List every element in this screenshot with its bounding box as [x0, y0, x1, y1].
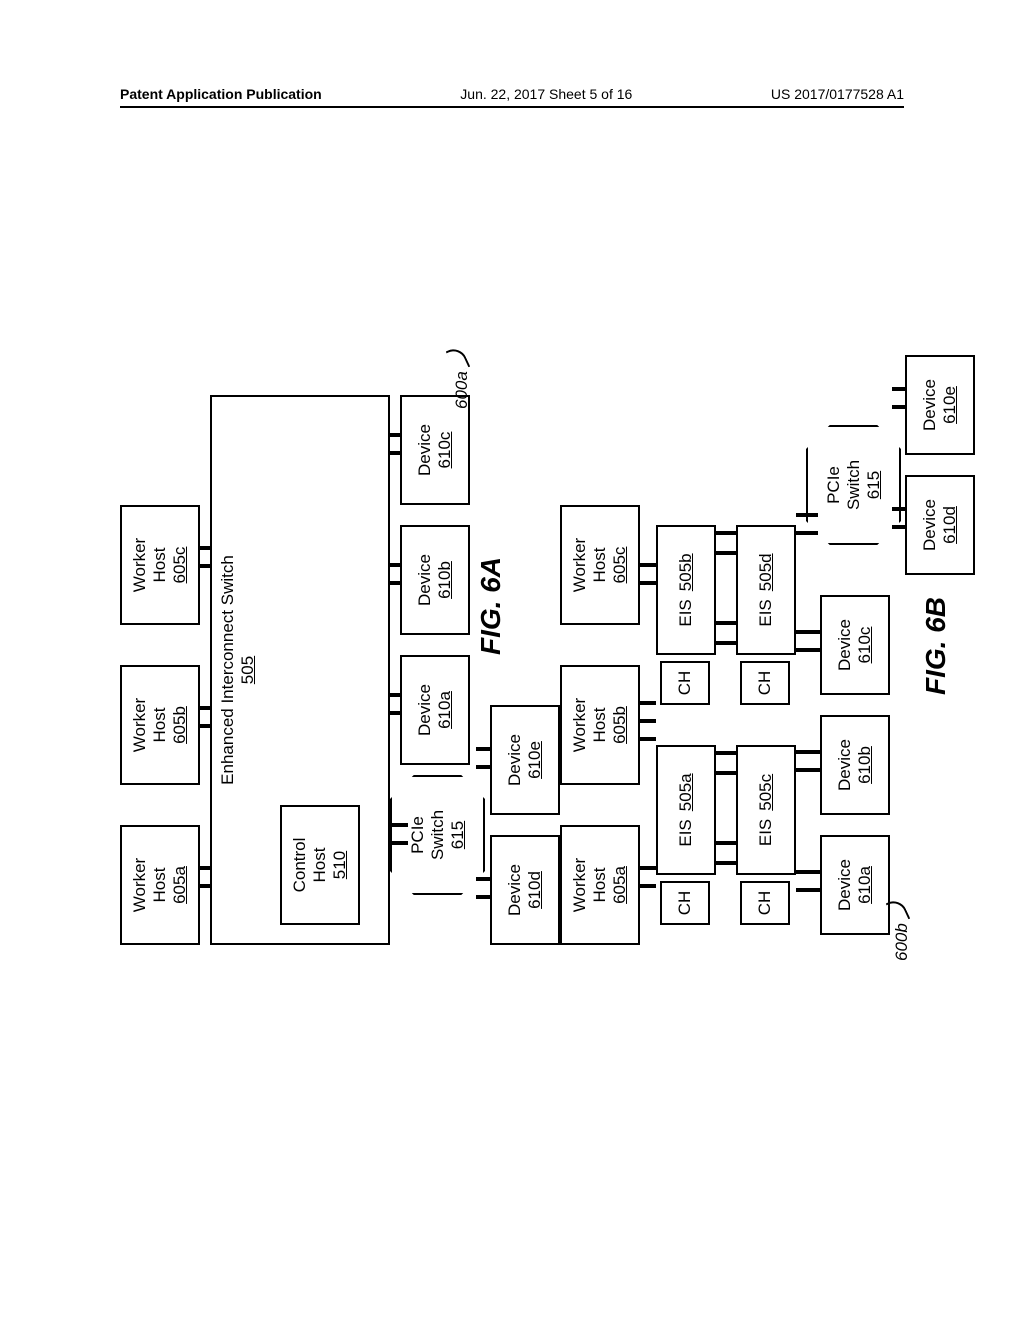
fig-6b-label: FIG. 6B — [920, 597, 952, 695]
device-0: Device610a — [820, 835, 890, 935]
connector-line — [390, 433, 400, 437]
fig-6a: Worker Host605a Worker Host605b Worker Hos… — [110, 175, 490, 955]
connector-line — [640, 866, 656, 870]
connector-line — [640, 884, 656, 888]
fig-6a-label: FIG. 6A — [475, 557, 507, 655]
worker-host-2: Worker Host605c — [560, 505, 640, 625]
device-2: Device610c — [820, 595, 890, 695]
header-right: US 2017/0177528 A1 — [771, 86, 904, 102]
connector-line — [716, 861, 736, 865]
connector-line — [476, 895, 490, 899]
connector-line — [796, 768, 820, 772]
connector-line — [892, 405, 905, 409]
connector-line — [640, 737, 656, 741]
fig-6a-callout: 600a — [452, 371, 472, 409]
connector-line — [200, 884, 210, 888]
device-3: Device610d — [905, 475, 975, 575]
device-4: Device610e — [905, 355, 975, 455]
worker-host-0: Worker Host605a — [560, 825, 640, 945]
connector-line — [200, 866, 210, 870]
connector-line — [476, 765, 490, 769]
connector-line — [640, 581, 656, 585]
connector-line — [716, 751, 736, 755]
connector-line — [200, 724, 210, 728]
connector-line — [390, 563, 400, 567]
connector-line — [796, 870, 820, 874]
connector-line — [716, 641, 736, 645]
connector-line — [892, 507, 905, 511]
connector-line — [200, 546, 210, 550]
header-left: Patent Application Publication — [120, 86, 322, 102]
header-center: Jun. 22, 2017 Sheet 5 of 16 — [460, 86, 632, 102]
diagram-area: Worker Host605a Worker Host605b Worker Hos… — [110, 155, 1024, 955]
connector-line — [200, 564, 210, 568]
connector-line — [390, 711, 400, 715]
eis-row2-0: EIS505c — [736, 745, 796, 875]
connector-line — [476, 747, 490, 751]
device-2: Device610c — [400, 395, 470, 505]
device-1: Device610b — [400, 525, 470, 635]
connector-line — [892, 387, 905, 391]
page: Patent Application Publication Jun. 22, … — [0, 0, 1024, 1320]
connector-line — [796, 630, 820, 634]
connector-line — [640, 719, 656, 723]
device-1: Device610b — [820, 715, 890, 815]
pcie-switch: PCIe Switch615 — [806, 425, 901, 545]
worker-host-0: Worker Host605a — [120, 825, 200, 945]
ch-row2-0: CH — [740, 881, 790, 925]
ch-row1-0: CH — [660, 881, 710, 925]
connector-line — [390, 581, 400, 585]
eis-row1-1: EIS505b — [656, 525, 716, 655]
connector-line — [796, 513, 818, 517]
connector-line — [390, 451, 400, 455]
ch-row2-1: CH — [740, 661, 790, 705]
connector-line — [476, 877, 490, 881]
connector-line — [796, 531, 818, 535]
ch-row1-1: CH — [660, 661, 710, 705]
fig-6b-callout: 600b — [892, 923, 912, 961]
connector-line — [892, 525, 905, 529]
connector-line — [716, 621, 736, 625]
connector-line — [390, 823, 408, 827]
connector-line — [796, 648, 820, 652]
worker-host-2: Worker Host605c — [120, 505, 200, 625]
connector-line — [716, 551, 736, 555]
connector-line — [796, 888, 820, 892]
control-host: Control Host510 — [280, 805, 360, 925]
eis-row2-1: EIS505d — [736, 525, 796, 655]
connector-line — [390, 841, 408, 845]
connector-line — [640, 563, 656, 567]
page-header: Patent Application Publication Jun. 22, … — [120, 86, 904, 108]
pcie-switch: PCIe Switch615 — [390, 775, 485, 895]
device-0: Device610a — [400, 655, 470, 765]
connector-line — [390, 693, 400, 697]
worker-host-1: Worker Host605b — [560, 665, 640, 785]
connector-line — [716, 771, 736, 775]
connector-line — [796, 750, 820, 754]
fig-6b: Worker Host605a Worker Host605b Worker Hos… — [550, 175, 930, 955]
connector-line — [640, 701, 656, 705]
eis-row1-0: EIS505a — [656, 745, 716, 875]
connector-line — [200, 706, 210, 710]
connector-line — [716, 531, 736, 535]
worker-host-1: Worker Host605b — [120, 665, 200, 785]
connector-line — [716, 841, 736, 845]
